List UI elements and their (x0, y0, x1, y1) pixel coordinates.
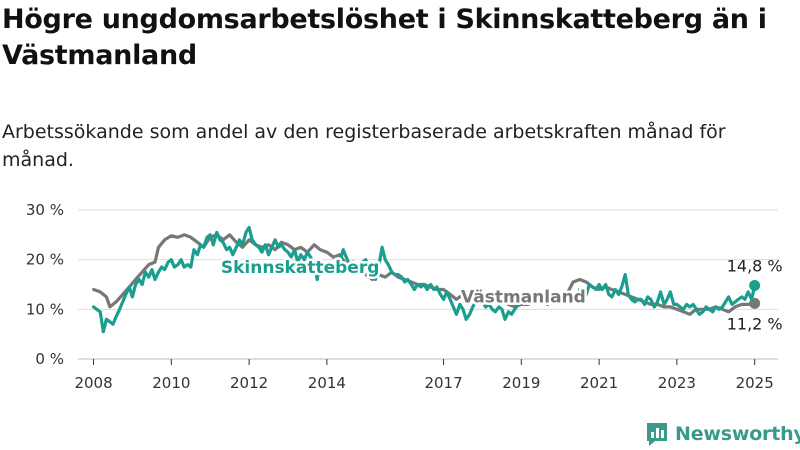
newsworthy-logo-icon (647, 423, 667, 446)
series-end-label-skinnskatteberg: 14,8 % (727, 256, 783, 275)
x-tick-label: 2017 (424, 374, 462, 392)
x-tick-label: 2021 (580, 374, 618, 392)
series-end-point-skinnskatteberg (749, 279, 761, 291)
brand-name: Newsworthy (675, 423, 800, 445)
series-name-label-skinnskatteberg: Skinnskatteberg (221, 258, 380, 278)
y-tick-label: 0 % (35, 350, 64, 368)
series-name-label-vastmanland: Västmanland (461, 287, 586, 307)
chart-title: Högre ungdomsarbetslöshet i Skinnskatteb… (2, 4, 767, 71)
y-tick-label: 30 % (26, 201, 64, 219)
x-tick-label: 2010 (152, 374, 190, 392)
chart-subtitle: Arbetssökande som andel av den registerb… (2, 121, 726, 171)
x-tick-label: 2014 (308, 374, 346, 392)
series-end-label-vastmanland: 11,2 % (727, 314, 783, 333)
series-layer (92, 225, 761, 334)
x-tick-label: 2025 (736, 374, 774, 392)
x-tick-label: 2008 (74, 374, 112, 392)
label-layer: 11,2 % 14,8 % Skinnskatteberg Västmanland (218, 256, 783, 334)
x-tick-label: 2012 (230, 374, 268, 392)
x-tick-label: 2023 (658, 374, 696, 392)
grid-layer: 0 % 10 % 20 % 30 % 2008 2010 2012 2014 2017 2019 2… (26, 201, 778, 392)
y-tick-label: 20 % (26, 251, 64, 269)
newsworthy-logo[interactable]: Newsworthy (645, 420, 800, 448)
series-line-skinnskatteberg (92, 225, 757, 334)
y-tick-label: 10 % (26, 300, 64, 318)
x-tick-label: 2019 (502, 374, 540, 392)
